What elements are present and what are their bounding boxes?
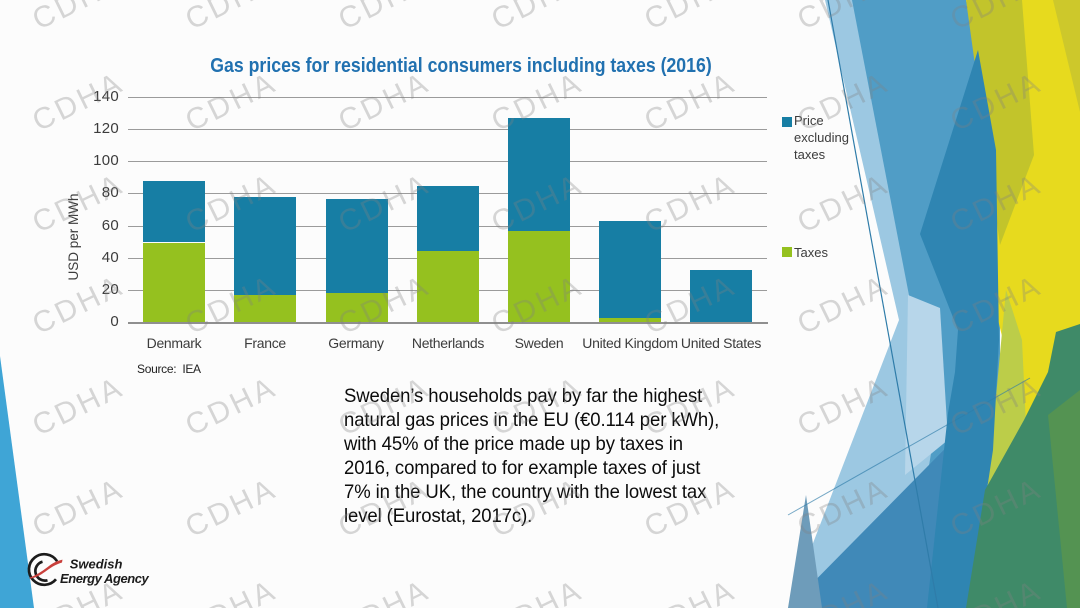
svg-text:Swedish: Swedish	[70, 557, 123, 572]
svg-text:Energy Agency: Energy Agency	[60, 571, 150, 586]
